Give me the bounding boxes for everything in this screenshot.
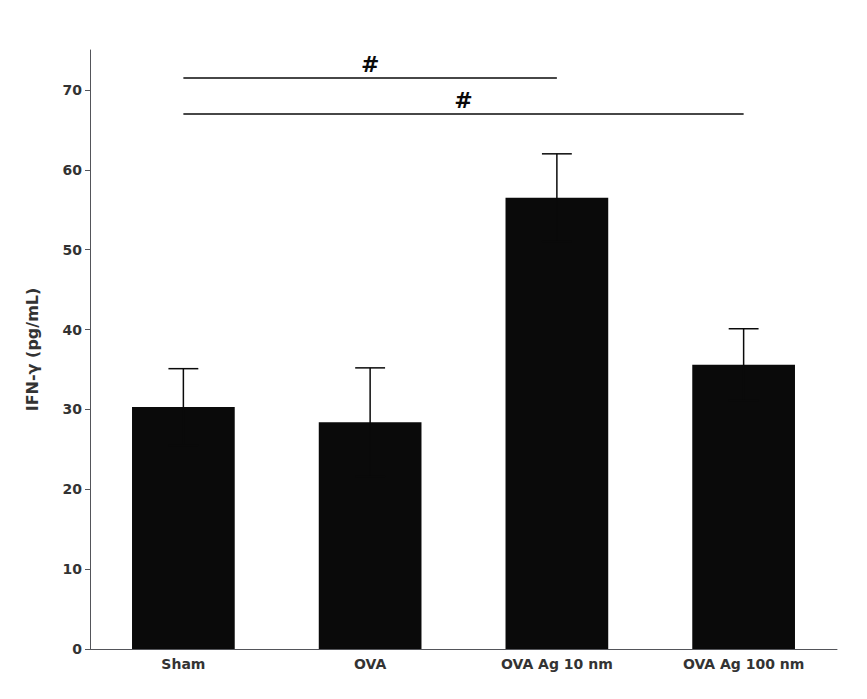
svg-text:60: 60: [63, 162, 83, 178]
svg-text:IFN-γ (pg/mL): IFN-γ (pg/mL): [23, 288, 42, 412]
svg-text:OVA Ag 100 nm: OVA Ag 100 nm: [683, 656, 805, 672]
svg-text:#: #: [454, 88, 472, 113]
svg-text:10: 10: [63, 561, 83, 577]
svg-text:50: 50: [63, 242, 83, 258]
svg-text:OVA Ag 10 nm: OVA Ag 10 nm: [501, 656, 613, 672]
svg-text:70: 70: [63, 82, 83, 98]
svg-text:OVA: OVA: [354, 656, 386, 672]
svg-text:#: #: [361, 52, 379, 77]
svg-text:Sham: Sham: [161, 656, 205, 672]
svg-text:0: 0: [72, 641, 82, 657]
svg-text:40: 40: [63, 322, 83, 338]
svg-text:20: 20: [63, 481, 83, 497]
svg-text:30: 30: [63, 401, 83, 417]
